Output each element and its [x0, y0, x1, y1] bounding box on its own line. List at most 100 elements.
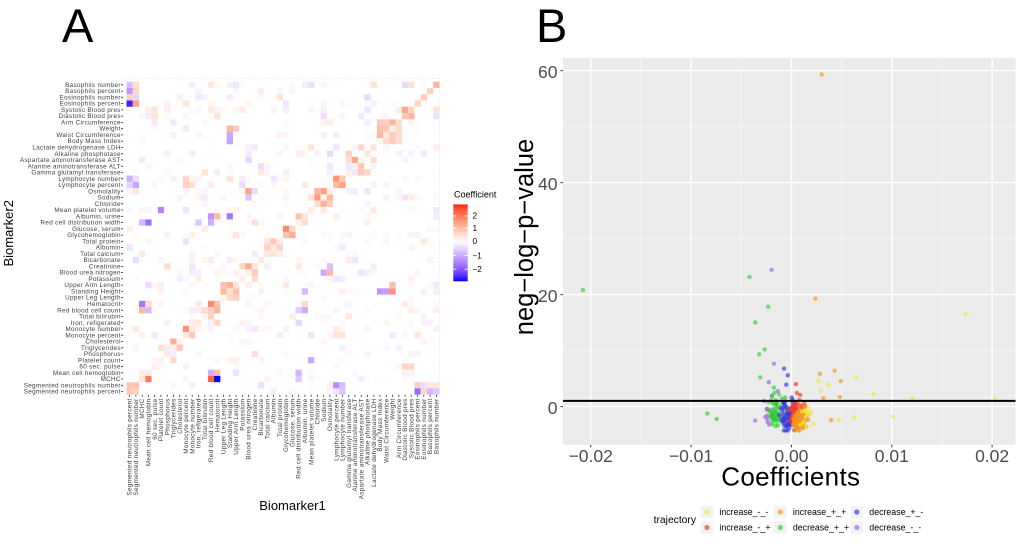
svg-text:2: 2	[473, 212, 478, 221]
svg-text:MCHC: MCHC	[139, 398, 146, 418]
svg-text:Monocyte percent: Monocyte percent	[183, 398, 190, 453]
svg-text:Basophils number: Basophils number	[433, 398, 440, 454]
svg-text:Eosinophils number: Eosinophils number	[60, 94, 121, 101]
svg-text:Phosphorus: Phosphorus	[164, 398, 171, 435]
svg-text:Blood urea nitrogen: Blood urea nitrogen	[246, 398, 253, 459]
svg-text:Basophils percent: Basophils percent	[427, 398, 434, 454]
svg-text:Aspartate aminotransferase AST: Aspartate aminotransferase AST	[20, 157, 121, 164]
svg-text:Coefficients: Coefficients	[721, 462, 860, 492]
svg-text:Sodium: Sodium	[321, 398, 328, 421]
svg-text:Monocyte percent: Monocyte percent	[65, 332, 120, 339]
svg-text:0.02: 0.02	[975, 446, 1009, 466]
svg-text:Diastolic Blood pres: Diastolic Blood pres	[402, 398, 409, 460]
svg-text:Lymphocyte percent: Lymphocyte percent	[333, 398, 340, 460]
svg-text:Segmented neutrophils percent: Segmented neutrophils percent	[24, 389, 121, 396]
svg-text:Osmolality: Osmolality	[88, 188, 121, 195]
svg-text:decrease_+_-: decrease_+_-	[869, 507, 923, 517]
svg-text:Lymphocyte percent: Lymphocyte percent	[58, 182, 120, 189]
svg-text:Mean cell hemoglobin: Mean cell hemoglobin	[145, 398, 152, 466]
svg-text:Glucose, serum: Glucose, serum	[289, 398, 296, 447]
svg-text:Waist Circumference: Waist Circumference	[383, 398, 390, 463]
svg-text:Arm Circumference: Arm Circumference	[61, 119, 121, 126]
svg-text:MCHC: MCHC	[101, 376, 121, 383]
svg-text:Segmented neutrophils number: Segmented neutrophils number	[24, 382, 121, 389]
svg-text:decrease_+_+: decrease_+_+	[793, 522, 849, 532]
svg-text:Total bilirubin: Total bilirubin	[79, 314, 121, 321]
svg-text:Blood urea nitrogen: Blood urea nitrogen	[60, 270, 121, 277]
svg-text:−0.02: −0.02	[569, 446, 613, 466]
svg-text:Red cell distribution width: Red cell distribution width	[296, 398, 303, 478]
svg-text:Upper Arm Length: Upper Arm Length	[233, 398, 240, 455]
svg-text:Segmented neutrophils percent: Segmented neutrophils percent	[127, 398, 134, 495]
svg-text:Basophils number: Basophils number	[65, 82, 121, 89]
svg-text:Phosphorus: Phosphorus	[84, 351, 121, 358]
svg-text:Waist Circumference: Waist Circumference	[56, 132, 121, 139]
svg-text:increase_-_-: increase_-_-	[719, 507, 768, 517]
svg-text:Standing Height: Standing Height	[227, 398, 234, 448]
svg-text:Lactate dehydrogenase LDH: Lactate dehydrogenase LDH	[32, 145, 121, 152]
svg-text:Lymphocyte number: Lymphocyte number	[340, 398, 347, 460]
svg-text:Weight: Weight	[99, 126, 120, 133]
svg-text:Eosinophils percent: Eosinophils percent	[415, 398, 422, 459]
svg-text:Biomarker2: Biomarker2	[1, 200, 16, 266]
svg-text:Red blood cell count: Red blood cell count	[57, 307, 121, 314]
svg-text:Platelet count: Platelet count	[78, 357, 121, 364]
svg-text:Total bilirubin: Total bilirubin	[202, 398, 209, 440]
svg-text:Albumin, urine: Albumin, urine	[302, 398, 309, 443]
svg-text:Body Mass Index: Body Mass Index	[377, 398, 384, 452]
svg-text:Monocyte number: Monocyte number	[189, 398, 196, 453]
svg-text:Monocyte number: Monocyte number	[65, 326, 120, 333]
svg-text:Diastolic Blood pres: Diastolic Blood pres	[59, 113, 121, 120]
svg-text:Iron, refigerated: Iron, refigerated	[71, 320, 121, 327]
svg-text:40: 40	[538, 174, 558, 194]
svg-text:20: 20	[538, 286, 558, 306]
svg-text:60 sec. pulse: 60 sec. pulse	[79, 364, 121, 371]
svg-text:Total calcium: Total calcium	[80, 251, 121, 258]
svg-text:Weight: Weight	[390, 398, 397, 419]
svg-text:Glucose, serum: Glucose, serum	[72, 226, 121, 233]
svg-text:0.00: 0.00	[774, 446, 808, 466]
svg-text:Standing Height: Standing Height	[71, 288, 121, 295]
svg-text:0: 0	[548, 398, 558, 418]
svg-text:Albumin: Albumin	[96, 245, 121, 252]
svg-text:Albumin, urine: Albumin, urine	[76, 213, 121, 220]
svg-text:Total protein: Total protein	[277, 398, 284, 437]
svg-text:−1: −1	[473, 251, 483, 260]
svg-text:Sodium: Sodium	[97, 195, 120, 202]
svg-text:Eosinophils percent: Eosinophils percent	[60, 101, 121, 108]
svg-text:Arm Circumference: Arm Circumference	[396, 398, 403, 458]
svg-text:Gamma glutamyl transferase: Gamma glutamyl transferase	[31, 170, 121, 177]
svg-text:0: 0	[473, 237, 478, 246]
svg-text:A: A	[62, 0, 94, 52]
svg-text:Body Mass Index: Body Mass Index	[68, 138, 122, 145]
svg-text:Creatinine: Creatinine	[89, 263, 121, 270]
svg-text:Iron, refigerated: Iron, refigerated	[196, 398, 203, 448]
svg-text:Gamma glutamyl transferase: Gamma glutamyl transferase	[346, 398, 353, 488]
svg-text:Bicarbonate: Bicarbonate	[84, 257, 121, 264]
svg-text:Glycohemoglobin: Glycohemoglobin	[283, 398, 290, 452]
svg-text:Upper Leg Length: Upper Leg Length	[65, 295, 121, 302]
svg-text:−2: −2	[473, 265, 483, 274]
svg-text:neg−log−p−value: neg−log−p−value	[511, 139, 539, 335]
svg-text:Basophils percent: Basophils percent	[65, 88, 121, 95]
svg-text:Red blood cell count: Red blood cell count	[208, 398, 215, 462]
svg-text:Biomarker1: Biomarker1	[259, 498, 325, 513]
svg-text:Aspartate aminotransferase AST: Aspartate aminotransferase AST	[358, 398, 365, 499]
svg-text:Segmented neutrophils number: Segmented neutrophils number	[133, 398, 140, 495]
svg-text:Triglycerides: Triglycerides	[171, 398, 178, 438]
svg-text:Mean platelet volume: Mean platelet volume	[308, 398, 315, 465]
svg-text:Mean cell hemoglobin: Mean cell hemoglobin	[53, 370, 121, 377]
svg-text:Chloride: Chloride	[315, 398, 322, 424]
svg-text:Albumin: Albumin	[271, 398, 278, 423]
svg-text:Systolic Blood pres: Systolic Blood pres	[61, 107, 121, 114]
svg-text:Platelet count: Platelet count	[158, 398, 165, 441]
svg-text:Hematocrit: Hematocrit	[214, 398, 221, 432]
svg-text:Alanine aminotransferase ALT: Alanine aminotransferase ALT	[28, 163, 121, 170]
svg-text:60: 60	[538, 62, 558, 82]
svg-text:Alanine aminotransferase ALT: Alanine aminotransferase ALT	[352, 398, 359, 491]
svg-text:Red cell distribution width: Red cell distribution width	[40, 220, 120, 227]
svg-text:increase_-_+: increase_-_+	[719, 522, 770, 532]
svg-text:Upper Arm Length: Upper Arm Length	[64, 282, 121, 289]
svg-text:Total protein: Total protein	[82, 238, 121, 245]
svg-text:decrease_-_-: decrease_-_-	[869, 522, 921, 532]
